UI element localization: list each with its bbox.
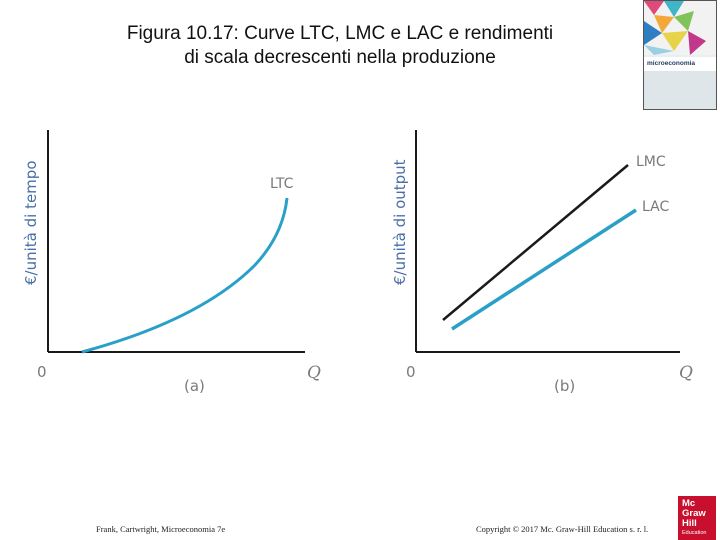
ltc-curve [81,197,289,354]
lmc-label: LMC [636,154,666,170]
panel-b-caption: (b) [554,377,575,395]
logo-sub: Education [682,530,707,536]
panel-b-ylabel: €/unità di output [391,159,409,285]
logo-line-3: Hill [682,518,697,529]
footer-copyright: Copyright © 2017 Mc. Graw-Hill Education… [476,524,649,534]
panel-b-origin: 0 [406,363,416,381]
title-line-1: Figura 10.17: Curve LTC, LMC e LAC e ren… [126,23,554,44]
footer-citation: Frank, Cartwright, Microeconomia 7e [96,524,226,534]
panel-a-origin: 0 [37,363,47,381]
slide-title: Figura 10.17: Curve LTC, LMC e LAC e ren… [60,22,620,70]
lac-label: LAC [642,199,669,215]
cover-mosaic [644,1,716,55]
mcgraw-hill-logo: Mc Graw Hill Education [678,496,716,540]
cover-lower [644,71,716,109]
lac-line [451,208,637,331]
cover-title: microeconomia [644,57,716,71]
panel-a-q-label: Q [307,363,321,383]
panel-a-caption: (a) [184,377,205,395]
lmc-line [442,164,629,321]
book-cover: microeconomia [643,0,717,110]
panel-a-ylabel: €/unità di tempo [22,161,40,286]
ltc-label: LTC [270,176,294,192]
title-line-2: di scala decrescenti nella produzione [184,47,496,68]
panel-b: LMC LAC €/unità di output 0 Q (b) [391,130,693,395]
panel-b-q-label: Q [679,363,693,383]
panel-a: LTC €/unità di tempo 0 Q (a) [22,130,321,395]
logo-line-1: Mc [682,498,696,509]
logo-line-2: Graw [682,508,706,519]
